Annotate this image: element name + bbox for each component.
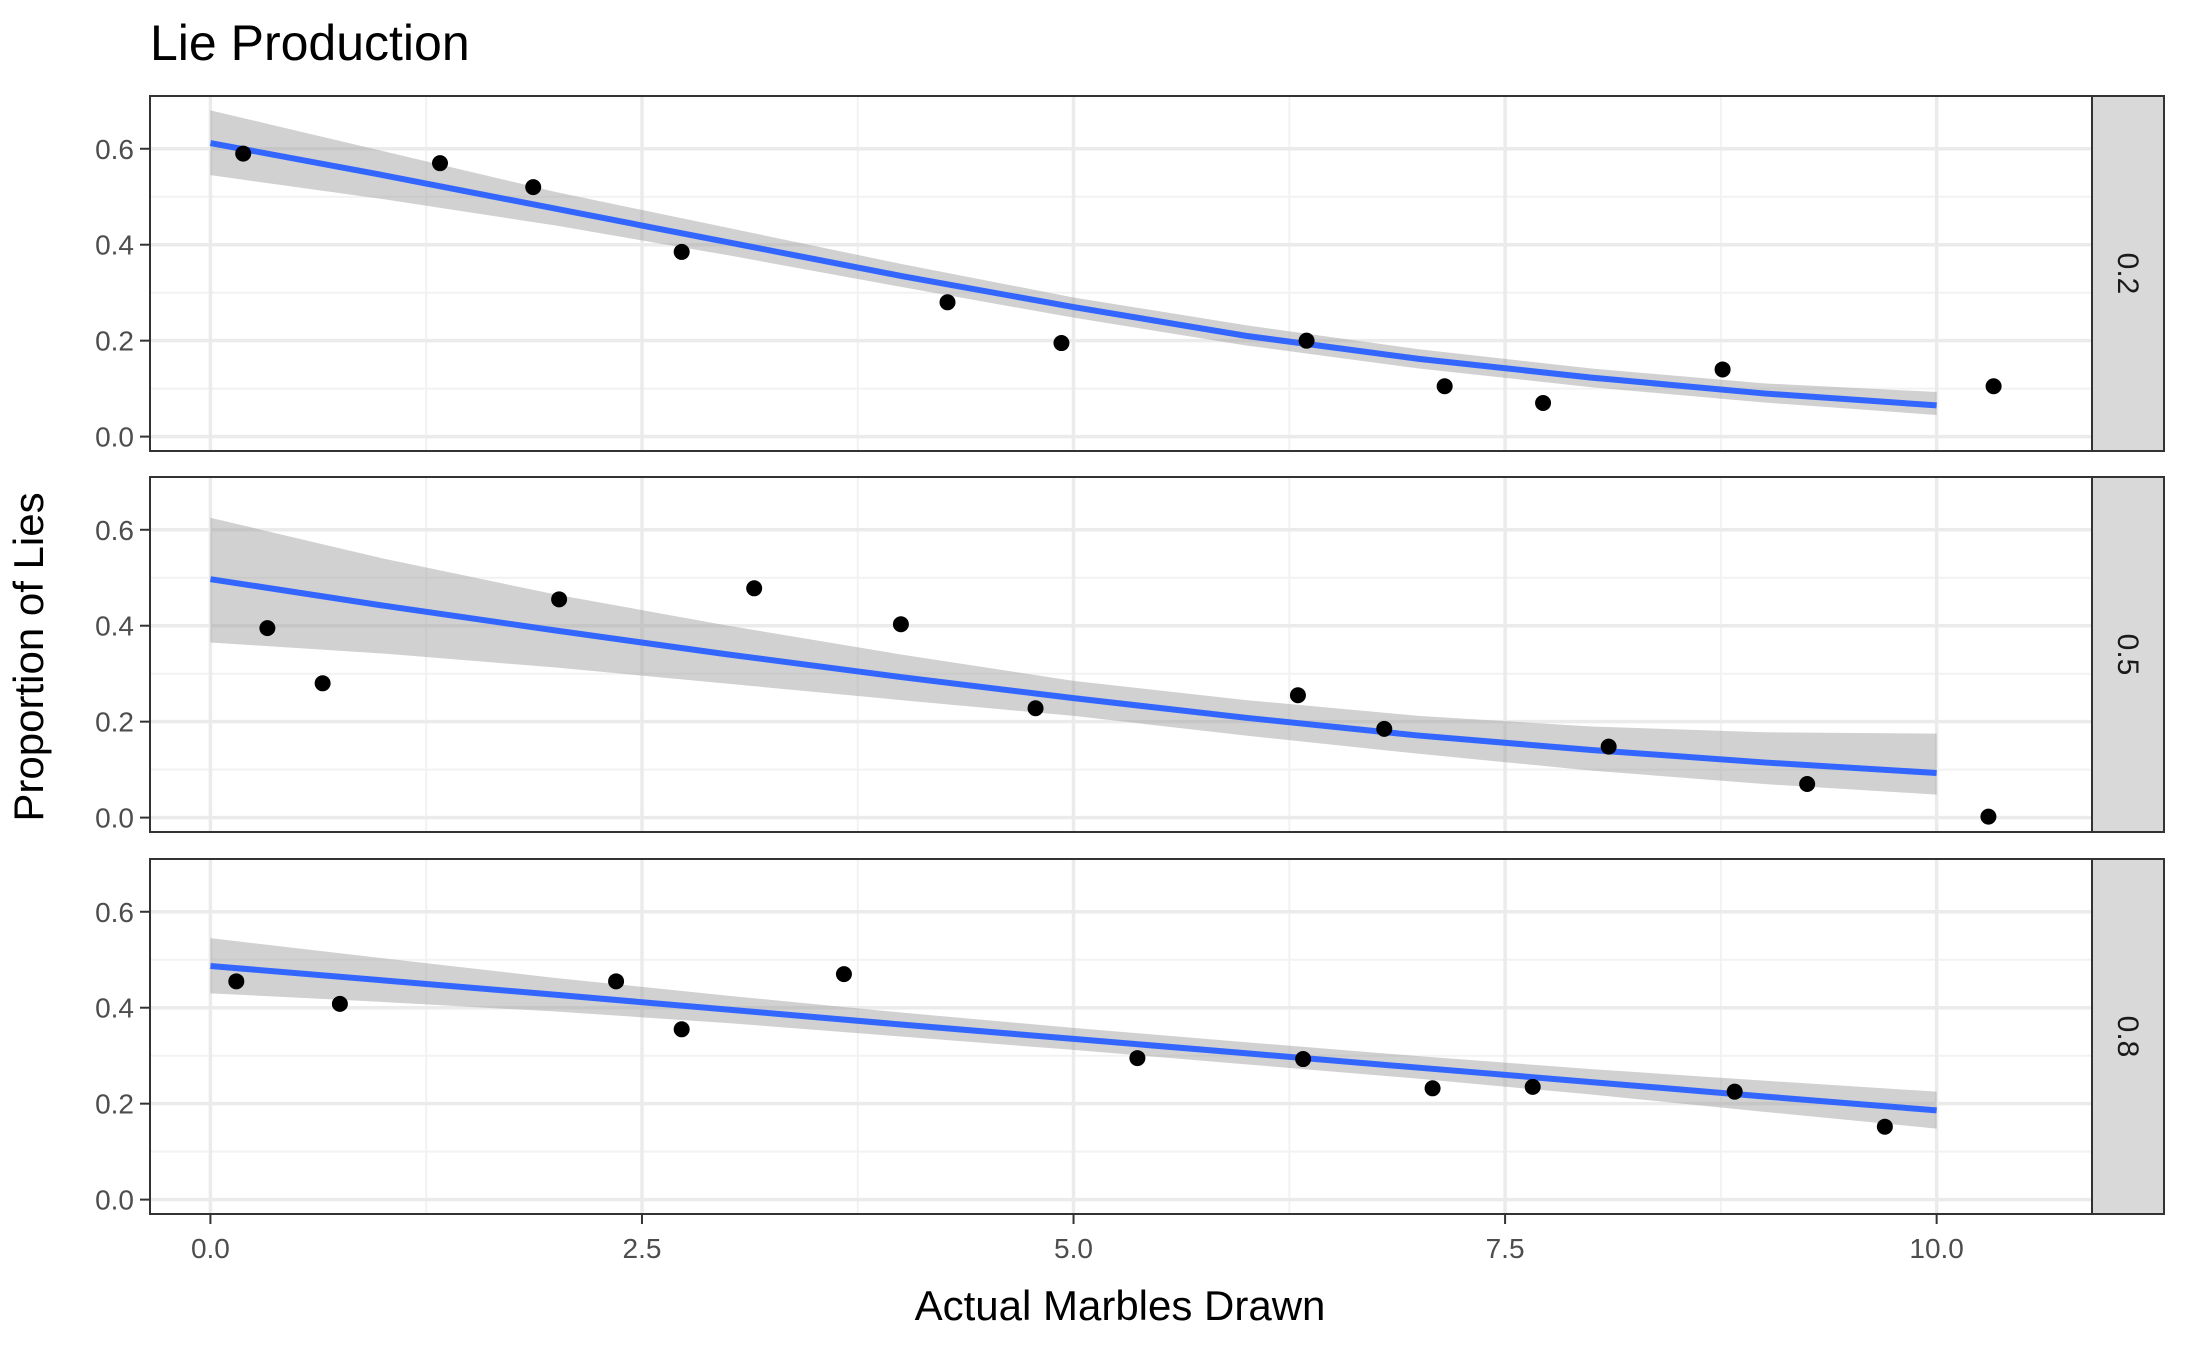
data-point [673, 243, 690, 260]
y-tick-label: 0.6 [95, 515, 134, 546]
data-point [746, 580, 763, 597]
fit-line [209, 576, 1937, 776]
facet-strip [2091, 858, 2165, 1215]
facet-panels: 0.00.20.40.60.20.00.20.40.60.50.00.20.40… [95, 95, 2165, 1216]
data-point [1985, 378, 2002, 395]
data-point [1799, 776, 1816, 793]
data-point [1424, 1080, 1441, 1097]
x-tick-label: 0.0 [191, 1233, 230, 1264]
y-axis-title: Proportion of Lies [5, 492, 52, 821]
facet-panel-0.8: 0.0 0.2 0.4 0.6 0.8 [95, 858, 2165, 1216]
data-point [551, 591, 568, 608]
y-tick-label: 0.6 [95, 134, 134, 165]
panel-background [150, 859, 2092, 1214]
data-point [673, 1021, 690, 1038]
x-tick-label: 10.0 [1909, 1233, 1964, 1264]
y-tick-label: 0.2 [95, 1089, 134, 1120]
x-axis: 0.0 2.5 5.0 7.5 10.0 [191, 1214, 1964, 1264]
x-tick-label: 2.5 [623, 1233, 662, 1264]
data-point [939, 294, 956, 311]
facet-strip-label: 0.8 [2111, 1016, 2144, 1058]
y-tick-label: 0.2 [95, 707, 134, 738]
data-point [1535, 395, 1552, 412]
data-point [1376, 720, 1393, 737]
y-tick-label: 0.4 [95, 611, 134, 642]
data-point [892, 616, 909, 633]
x-tick-label: 5.0 [1054, 1233, 1093, 1264]
y-tick-label: 0.0 [95, 803, 134, 834]
data-point [228, 973, 245, 990]
fit-line [210, 962, 1937, 1114]
data-point [835, 966, 852, 983]
data-point [1436, 378, 1453, 395]
fit-line [209, 140, 1937, 409]
confidence-ribbon [210, 110, 1937, 416]
data-point [1980, 808, 1997, 825]
y-tick-label: 0.0 [95, 422, 134, 453]
x-axis-title: Actual Marbles Drawn [915, 1282, 1326, 1329]
data-point [314, 675, 331, 692]
data-point [1726, 1083, 1743, 1100]
data-point [259, 620, 276, 637]
data-point [1295, 1051, 1312, 1068]
data-point [235, 145, 252, 162]
y-tick-label: 0.0 [95, 1185, 134, 1216]
y-tick-label: 0.2 [95, 326, 134, 357]
x-tick-label: 7.5 [1486, 1233, 1525, 1264]
facet-strip-label: 0.2 [2111, 253, 2144, 295]
y-tick-label: 0.4 [95, 230, 134, 261]
data-point [1298, 332, 1315, 349]
confidence-ribbon [210, 517, 1937, 795]
data-point [1289, 687, 1306, 704]
data-point [1876, 1118, 1893, 1135]
data-point [608, 973, 625, 990]
chart-title: Lie Production [150, 15, 470, 71]
data-point [1600, 738, 1617, 755]
confidence-ribbon [210, 938, 1937, 1129]
data-point [1129, 1050, 1146, 1067]
data-point [1524, 1078, 1541, 1095]
facet-strip-label: 0.5 [2111, 634, 2144, 676]
data-point [331, 995, 348, 1012]
data-point [1714, 361, 1731, 378]
facet-strip [2091, 476, 2165, 833]
facet-strip [2091, 95, 2165, 452]
facet-panel-0.5: 0.0 0.2 0.4 0.6 0.5 [95, 476, 2165, 834]
data-point [525, 179, 542, 196]
data-point [1027, 700, 1044, 717]
panel-background [150, 477, 2092, 832]
facet-panel-0.2: 0.0 0.2 0.4 0.6 0.2 [95, 95, 2165, 453]
y-tick-label: 0.4 [95, 993, 134, 1024]
data-point [1053, 335, 1070, 352]
y-tick-label: 0.6 [95, 897, 134, 928]
data-point [432, 155, 449, 172]
